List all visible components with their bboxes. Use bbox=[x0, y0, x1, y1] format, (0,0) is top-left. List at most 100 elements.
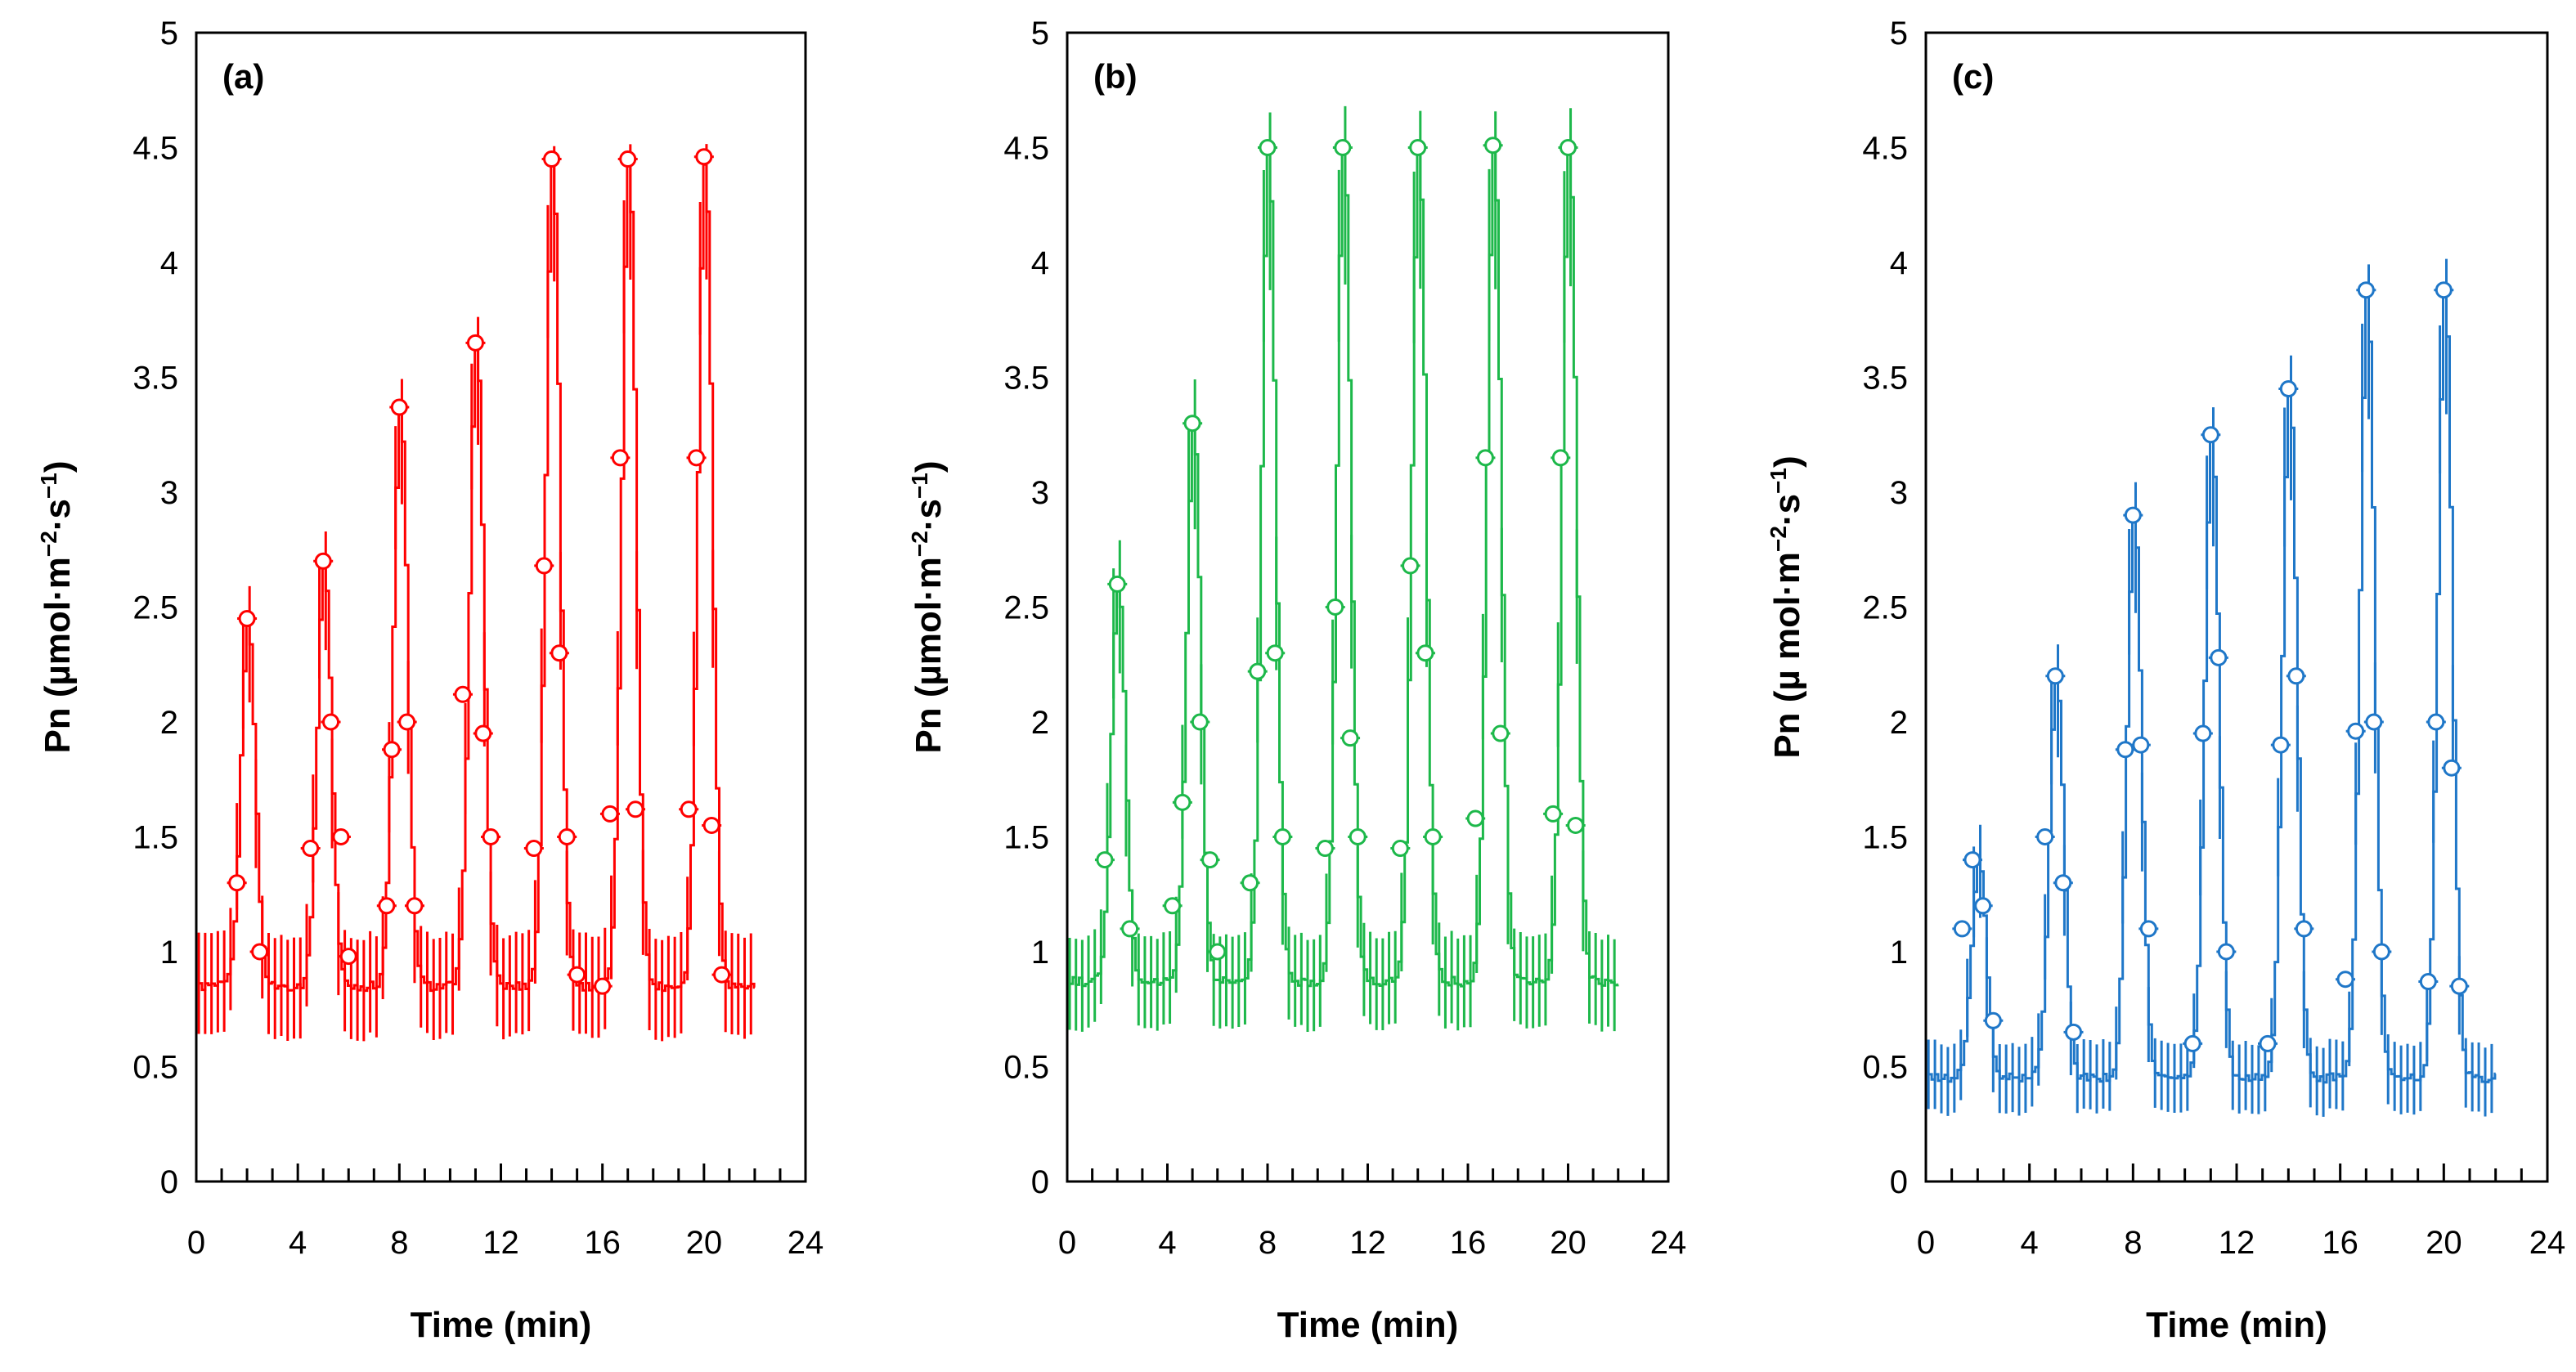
y-tick-label: 2 bbox=[160, 705, 178, 741]
data-point bbox=[626, 800, 644, 818]
y-tick-label: 1.5 bbox=[1003, 820, 1049, 856]
data-point bbox=[688, 449, 706, 467]
y-tick-label: 3 bbox=[160, 475, 178, 511]
y-tick-label: 0.5 bbox=[1003, 1050, 1049, 1086]
data-point bbox=[2272, 736, 2290, 754]
x-tick-label: 4 bbox=[289, 1225, 307, 1261]
axes-b: 0 4 8 12 16 20 24 0 0.5 1 1.5 2 2.5 3 3.5 4 4.5 5 bbox=[1003, 16, 1686, 1261]
data-point bbox=[1476, 449, 1494, 467]
y-tick-label: 1 bbox=[160, 935, 178, 971]
y-tick-label: 0 bbox=[160, 1164, 178, 1200]
data-point bbox=[1334, 139, 1352, 156]
data-point bbox=[228, 874, 246, 892]
x-tick-label: 24 bbox=[788, 1225, 824, 1261]
y-tick-label: 0 bbox=[1890, 1164, 1908, 1200]
y-tick-label: 3.5 bbox=[1862, 361, 1908, 397]
y-tick-label: 4 bbox=[1890, 245, 1908, 281]
data-point bbox=[1424, 828, 1442, 845]
data-point bbox=[1466, 809, 1484, 827]
data-point bbox=[1409, 139, 1427, 156]
data-point bbox=[1560, 139, 1577, 156]
x-tick-label: 20 bbox=[1550, 1225, 1586, 1261]
series-b bbox=[1068, 105, 1619, 1032]
data-point bbox=[1544, 805, 1562, 823]
y-tick-label: 4 bbox=[160, 245, 178, 281]
data-point bbox=[302, 840, 320, 858]
x-tick-label: 12 bbox=[1349, 1225, 1386, 1261]
y-title-main-a: Pn (µmol·m bbox=[38, 557, 78, 753]
data-point bbox=[2116, 741, 2134, 759]
y-title-sup1-c: −2 bbox=[1766, 526, 1791, 552]
y-tick-label: 2.5 bbox=[132, 590, 178, 626]
y-tick-label: 1.5 bbox=[132, 820, 178, 856]
data-point bbox=[2295, 920, 2313, 938]
x-axis-title-b: Time (min) bbox=[1277, 1305, 1459, 1345]
x-tick-label: 20 bbox=[686, 1225, 723, 1261]
data-point bbox=[619, 150, 637, 168]
x-tick-label: 16 bbox=[2322, 1225, 2358, 1261]
data-point bbox=[1567, 816, 1585, 834]
y-tick-label: 0 bbox=[1031, 1164, 1049, 1200]
data-point bbox=[2435, 281, 2453, 299]
data-point bbox=[558, 828, 576, 845]
data-point bbox=[1984, 1011, 2002, 1029]
data-point bbox=[601, 805, 619, 823]
y-title-mid-a: ·s bbox=[38, 499, 78, 531]
y-title-sup1-a: −2 bbox=[36, 531, 61, 557]
series-line bbox=[1928, 289, 2497, 1084]
y-title-end-b: ) bbox=[909, 460, 949, 473]
data-point bbox=[2336, 971, 2354, 989]
data-point bbox=[1953, 920, 1971, 938]
data-point bbox=[543, 150, 561, 168]
panel-a: 0 4 8 12 16 20 24 0 0.5 1 1.5 2 2.5 3 3.5 4 4.5 5 (a) Tim… bbox=[36, 16, 824, 1345]
y-tick-label: 0.5 bbox=[132, 1050, 178, 1086]
x-tick-label: 16 bbox=[1450, 1225, 1487, 1261]
data-point bbox=[1096, 851, 1114, 869]
data-point bbox=[2036, 828, 2054, 845]
data-point bbox=[1551, 449, 1569, 467]
data-point bbox=[550, 644, 568, 662]
data-point bbox=[2450, 977, 2468, 995]
data-point bbox=[1164, 897, 1182, 915]
data-point bbox=[322, 713, 340, 731]
x-axis-title-c: Time (min) bbox=[2146, 1305, 2327, 1345]
data-point bbox=[2287, 667, 2305, 685]
data-point bbox=[1341, 729, 1359, 747]
data-point bbox=[2183, 1034, 2201, 1052]
x-tick-label: 16 bbox=[584, 1225, 621, 1261]
x-tick-label: 24 bbox=[1650, 1225, 1687, 1261]
data-point bbox=[713, 966, 731, 984]
data-point bbox=[535, 557, 553, 575]
data-point bbox=[1349, 828, 1367, 845]
data-point bbox=[1326, 599, 1344, 616]
data-point bbox=[383, 741, 401, 759]
y-title-end-a: ) bbox=[38, 460, 78, 473]
panel-label-a: (a) bbox=[222, 57, 264, 96]
data-point bbox=[466, 334, 484, 352]
data-point bbox=[2259, 1034, 2277, 1052]
x-tick-label: 12 bbox=[2219, 1225, 2255, 1261]
x-tick-label: 0 bbox=[1917, 1225, 1935, 1261]
data-point bbox=[1183, 415, 1201, 433]
data-point bbox=[2046, 667, 2064, 685]
y-tick-label: 4.5 bbox=[132, 131, 178, 167]
y-title-main-b: Pn (µmol·m bbox=[909, 557, 949, 753]
data-point bbox=[1316, 840, 1334, 858]
y-tick-label: 4 bbox=[1031, 245, 1049, 281]
y-tick-label: 1.5 bbox=[1862, 820, 1908, 856]
y-title-mid-b: ·s bbox=[909, 499, 949, 531]
data-point bbox=[2419, 973, 2437, 991]
y-tick-label: 4.5 bbox=[1003, 131, 1049, 167]
data-point bbox=[1963, 851, 1981, 869]
y-tick-label: 3 bbox=[1031, 475, 1049, 511]
y-tick-label: 1 bbox=[1890, 935, 1908, 971]
data-point bbox=[2054, 874, 2072, 892]
x-tick-label: 24 bbox=[2529, 1225, 2566, 1261]
y-tick-label: 3 bbox=[1890, 475, 1908, 511]
data-point bbox=[2347, 722, 2365, 740]
y-tick-label: 2.5 bbox=[1862, 590, 1908, 626]
x-axis-title-a: Time (min) bbox=[411, 1305, 592, 1345]
data-point bbox=[238, 610, 256, 628]
y-tick-label: 5 bbox=[160, 16, 178, 52]
